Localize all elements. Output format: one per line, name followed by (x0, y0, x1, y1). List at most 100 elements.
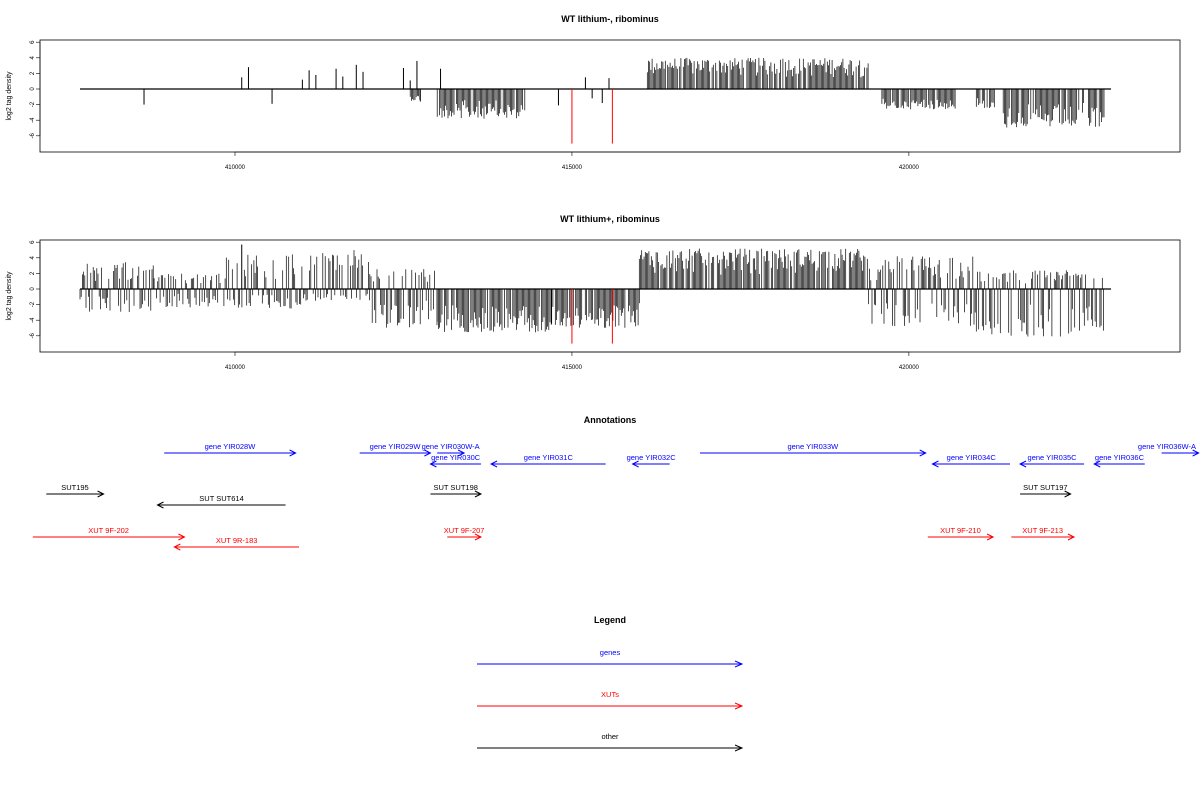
annotations-track: Annotations gene YIR028W gene YIR029W gene… (32, 415, 1200, 551)
y-tick-label: 4 (30, 255, 36, 259)
annotation-xut: XUT 9F-210 (927, 526, 995, 541)
y-tick-label: -6 (30, 132, 36, 138)
annotation-xut: XUT 9F-213 (1011, 526, 1076, 541)
bar-series (80, 57, 1112, 128)
annotation-gene: gene YIR028W (164, 442, 297, 457)
annotation-label: gene YIR034C (947, 453, 997, 462)
x-axis: 410000 415000 420000 (225, 351, 920, 371)
arrowhead-right-icon (986, 533, 995, 541)
annotation-label: gene YIR030C (431, 453, 481, 462)
y-axis: 6 4 2 0 -2 -4 -6 (30, 40, 41, 138)
y-tick-label: 2 (30, 71, 36, 75)
arrowhead-left-icon (156, 501, 164, 509)
annotation-label: gene YIR030W-A (422, 442, 480, 451)
arrowhead-right-icon (289, 449, 297, 457)
y-tick-label: 6 (30, 40, 36, 44)
y-tick-label: 4 (30, 55, 36, 59)
y-tick-label: 0 (30, 287, 36, 291)
arrowhead-right-icon (97, 490, 105, 498)
annotation-label: XUT 9R-183 (216, 536, 258, 545)
annotation-other: SUT195 (46, 483, 105, 498)
legend-title: Legend (594, 615, 626, 625)
annotation-label: gene YIR032C (627, 453, 677, 462)
annotation-gene: gene YIR034C (931, 453, 1010, 468)
annotation-label: SUT SUT198 (433, 483, 477, 492)
annotation-label: XUT 9F-210 (940, 526, 981, 535)
panel-wt-lithium-minus: WT lithium-, ribominus log2 tag density … (6, 14, 1181, 171)
y-tick-label: 0 (30, 87, 36, 91)
arrowhead-right-icon (457, 449, 466, 457)
y-axis-label: log2 tag density (6, 271, 13, 321)
annotation-label: gene YIR029W (370, 442, 422, 451)
y-tick-label: -2 (30, 301, 36, 307)
legend-label: genes (600, 648, 621, 657)
bar-series (79, 244, 1112, 337)
arrowhead-left-icon (429, 460, 437, 468)
annotation-label: SUT195 (61, 483, 89, 492)
annotations-title: Annotations (584, 415, 637, 425)
x-tick-label: 410000 (225, 365, 246, 371)
arrowhead-right-icon (1192, 449, 1200, 457)
annotation-other: SUT SUT614 (156, 494, 286, 509)
annotation-xut: XUT 9F-207 (444, 526, 485, 541)
legend-item: XUTs (477, 690, 744, 710)
panel-title: WT lithium+, ribominus (560, 214, 660, 224)
annotation-label: SUT SUT614 (199, 494, 243, 503)
annotation-label: SUT SUT197 (1023, 483, 1067, 492)
annotation-gene: gene YIR030W-A (422, 442, 480, 457)
annotation-gene: gene YIR030C (429, 453, 481, 468)
arrowhead-right-icon (474, 490, 483, 498)
y-tick-label: -2 (30, 101, 36, 107)
arrowhead-right-icon (734, 702, 744, 710)
y-axis: 6 4 2 0 -2 -4 -6 (30, 240, 41, 338)
arrowhead-right-icon (474, 533, 483, 541)
annotation-label: XUT 9F-207 (444, 526, 485, 535)
x-axis: 410000 415000 420000 (225, 151, 920, 171)
highlight-bars (571, 89, 613, 144)
annotation-label: gene YIR036W-A (1138, 442, 1196, 451)
legend-label: other (601, 732, 619, 741)
legend-items: genes XUTs other (477, 648, 744, 752)
arrowhead-right-icon (919, 449, 927, 457)
annotation-gene: gene YIR031C (489, 453, 606, 468)
x-tick-label: 410000 (225, 165, 246, 171)
x-tick-label: 415000 (562, 165, 583, 171)
annotation-gene: gene YIR032C (627, 453, 677, 468)
annotation-gene: gene YIR029W (359, 442, 432, 457)
x-tick-label: 415000 (562, 365, 583, 371)
annotation-label: XUT 9F-213 (1022, 526, 1063, 535)
panel-wt-lithium-plus: WT lithium+, ribominus log2 tag density … (6, 214, 1181, 371)
arrowhead-left-icon (631, 460, 639, 468)
arrowhead-right-icon (1067, 533, 1076, 541)
arrowhead-right-icon (424, 449, 432, 457)
y-tick-label: 2 (30, 271, 36, 275)
arrowhead-left-icon (173, 543, 181, 551)
y-axis-label: log2 tag density (6, 71, 13, 121)
annotation-gene: gene YIR033W (699, 442, 927, 457)
annotation-label: gene YIR028W (205, 442, 257, 451)
arrowhead-right-icon (178, 533, 186, 541)
arrowhead-right-icon (734, 660, 744, 668)
y-tick-label: -4 (30, 317, 36, 323)
annotation-gene: gene YIR036W-A (1138, 442, 1200, 457)
arrowhead-left-icon (489, 460, 498, 468)
y-tick-label: 6 (30, 240, 36, 244)
annotation-label: gene YIR035C (1028, 453, 1078, 462)
y-tick-label: -6 (30, 332, 36, 338)
highlight-bars (571, 289, 613, 344)
legend-item: genes (477, 648, 744, 668)
arrowhead-left-icon (1093, 460, 1101, 468)
legend-item: other (477, 732, 744, 752)
annotation-label: gene YIR036C (1095, 453, 1145, 462)
legend: Legend genes XUTs other (477, 615, 744, 752)
annotation-features: gene YIR028W gene YIR029W gene YIR030W-A ge… (32, 442, 1200, 551)
x-tick-label: 420000 (899, 165, 920, 171)
arrowhead-right-icon (1064, 490, 1072, 498)
annotation-xut: XUT 9R-183 (173, 536, 300, 551)
arrowhead-left-icon (931, 460, 939, 468)
annotation-label: gene YIR033W (787, 442, 839, 451)
annotation-gene: gene YIR035C (1018, 453, 1085, 468)
y-tick-label: -4 (30, 117, 36, 123)
annotation-label: XUT 9F-202 (88, 526, 129, 535)
